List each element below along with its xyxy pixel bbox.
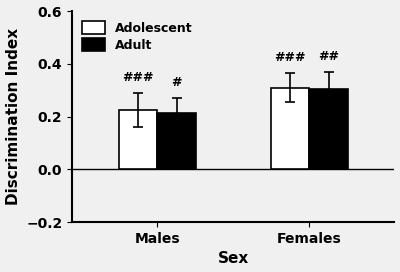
Text: ###: ### <box>122 71 154 84</box>
Y-axis label: Discrimination Index: Discrimination Index <box>6 28 20 205</box>
Text: ##: ## <box>318 50 339 63</box>
Bar <box>118 110 157 169</box>
X-axis label: Sex: Sex <box>218 251 249 267</box>
Legend: Adolescent, Adult: Adolescent, Adult <box>78 17 196 56</box>
Bar <box>157 113 196 169</box>
Bar <box>270 88 309 169</box>
Text: #: # <box>171 76 182 89</box>
Text: ###: ### <box>274 51 306 64</box>
Bar <box>309 89 348 169</box>
